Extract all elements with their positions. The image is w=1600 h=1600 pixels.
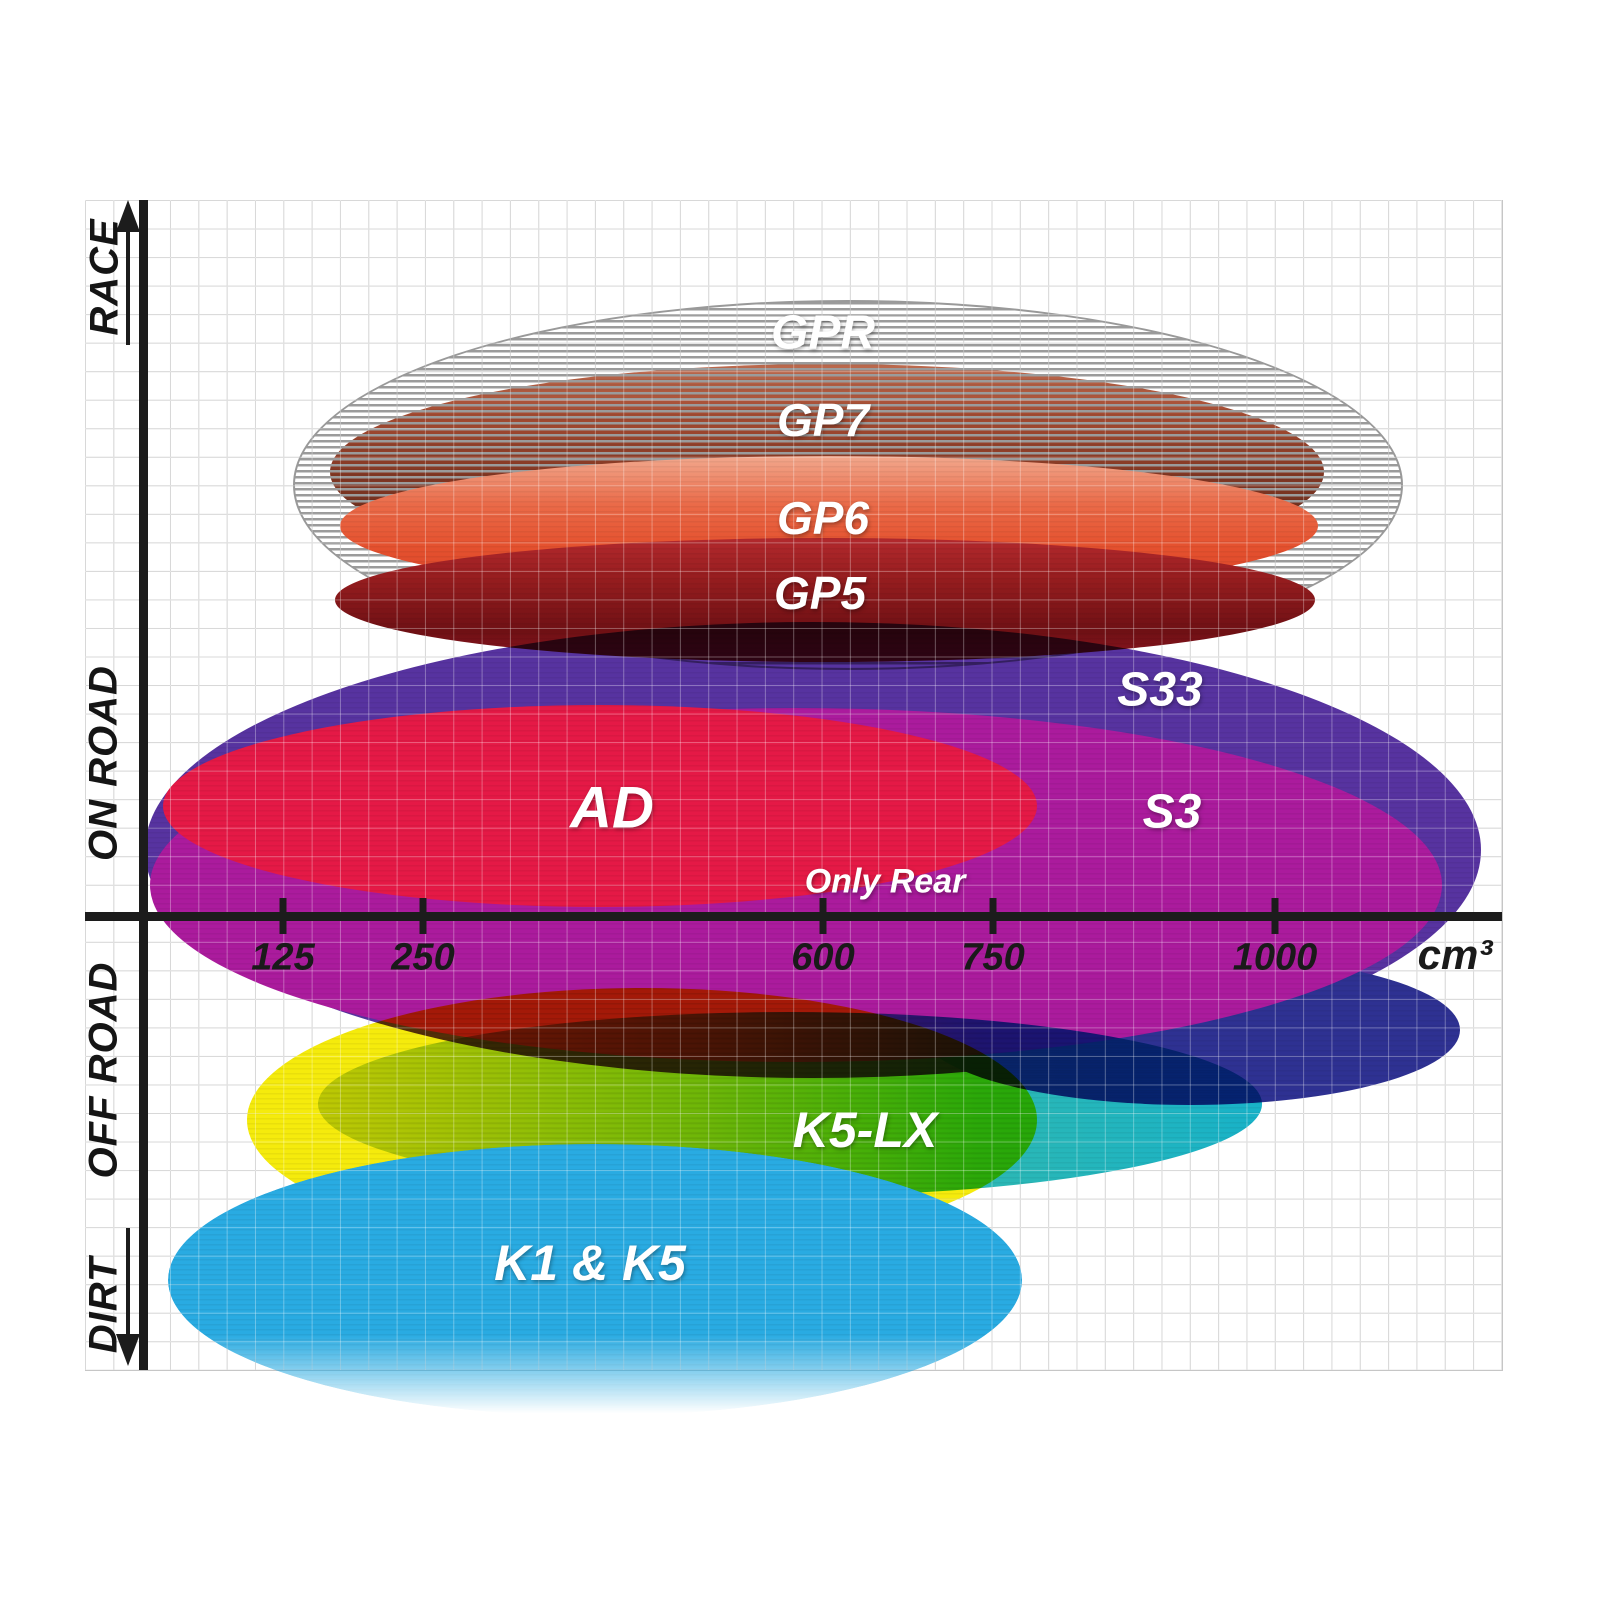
zone-label-dirt: DIRT (81, 1256, 126, 1354)
zone-label-off-road: OFF ROAD (81, 961, 126, 1179)
region-label-ad: AD (570, 775, 654, 841)
zone-label-on-road: ON ROAD (81, 665, 126, 861)
region-label-gp7: GP7 (776, 394, 870, 446)
region-label-s3: S3 (1142, 785, 1202, 839)
region-label-k5lx: K5-LX (792, 1102, 938, 1158)
x-tick-label-1000: 1000 (1232, 936, 1318, 979)
region-label-gpr: GPR (770, 306, 876, 360)
region-label-gp5: GP5 (773, 567, 867, 619)
annotation-ad: Only Rear (804, 862, 966, 901)
x-tick-label-750: 750 (961, 936, 1025, 979)
x-tick-label-600: 600 (791, 936, 855, 979)
x-axis-unit-label: cm³ (1417, 931, 1493, 978)
zone-label-race: RACE (82, 218, 127, 336)
region-label-s33: S33 (1117, 663, 1203, 717)
x-tick-label-125: 125 (251, 936, 315, 979)
region-label-k1k5: K1 & K5 (494, 1235, 686, 1291)
x-tick-label-250: 250 (391, 936, 455, 979)
region-label-gp6: GP6 (776, 492, 870, 544)
